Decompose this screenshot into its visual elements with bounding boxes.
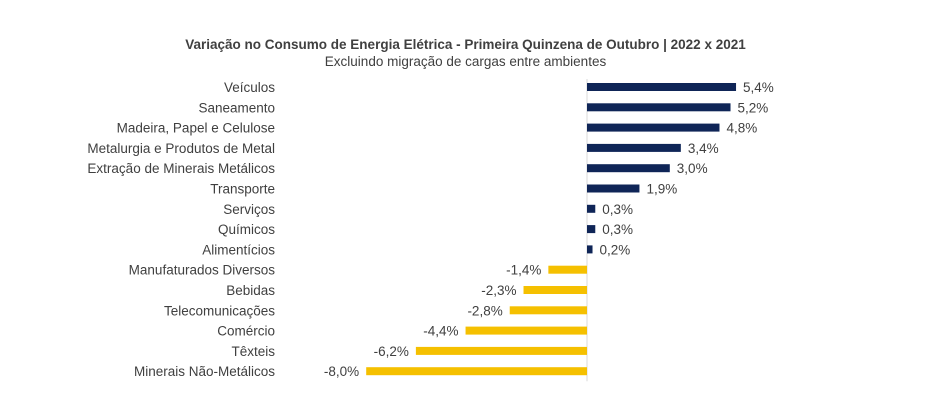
category-label: Veículos bbox=[224, 80, 275, 95]
bar bbox=[523, 286, 587, 294]
bar bbox=[548, 265, 587, 274]
data-label: -6,2% bbox=[374, 344, 409, 359]
category-label: Madeira, Papel e Celulose bbox=[117, 121, 275, 136]
bar bbox=[587, 204, 596, 213]
data-label: -4,4% bbox=[423, 324, 458, 339]
data-label: -1,4% bbox=[506, 263, 541, 278]
category-label: Alimentícios bbox=[202, 242, 275, 257]
data-label: 0,2% bbox=[600, 242, 631, 257]
data-label: 3,4% bbox=[688, 141, 719, 156]
data-label: 0,3% bbox=[602, 202, 633, 217]
bar bbox=[587, 103, 731, 112]
category-label: Telecomunicações bbox=[164, 303, 275, 318]
data-label: -2,3% bbox=[481, 283, 516, 298]
data-label: 4,8% bbox=[726, 121, 757, 136]
data-label: 0,3% bbox=[602, 222, 633, 237]
data-label: -8,0% bbox=[324, 364, 359, 379]
category-label: Serviços bbox=[223, 202, 275, 217]
bar bbox=[587, 184, 640, 193]
bar bbox=[587, 245, 593, 254]
bar bbox=[415, 346, 587, 355]
category-label: Comércio bbox=[217, 324, 275, 339]
category-label: Têxteis bbox=[231, 344, 275, 359]
bar bbox=[366, 367, 587, 376]
data-label: 1,9% bbox=[646, 182, 677, 197]
data-label: 3,0% bbox=[677, 161, 708, 176]
category-label: Transporte bbox=[210, 182, 275, 197]
bar bbox=[587, 123, 720, 132]
data-label: -2,8% bbox=[467, 303, 502, 318]
chart-title: Variação no Consumo de Energia Elétrica … bbox=[185, 37, 746, 52]
category-label: Saneamento bbox=[198, 100, 275, 115]
chart-subtitle: Excluindo migração de cargas entre ambie… bbox=[324, 54, 607, 69]
data-label: 5,4% bbox=[743, 80, 774, 95]
bar bbox=[587, 225, 596, 234]
category-label: Extração de Minerais Metálicos bbox=[87, 161, 275, 176]
category-label: Bebidas bbox=[226, 283, 275, 298]
bar bbox=[465, 326, 587, 335]
category-label: Manufaturados Diversos bbox=[129, 263, 276, 278]
bar bbox=[587, 164, 670, 173]
category-label: Minerais Não-Metálicos bbox=[134, 364, 275, 379]
category-label: Metalurgia e Produtos de Metal bbox=[87, 141, 275, 156]
data-label: 5,2% bbox=[738, 100, 769, 115]
bar bbox=[509, 306, 587, 315]
bar bbox=[587, 83, 737, 91]
bar bbox=[587, 143, 681, 152]
category-label: Químicos bbox=[218, 222, 275, 237]
